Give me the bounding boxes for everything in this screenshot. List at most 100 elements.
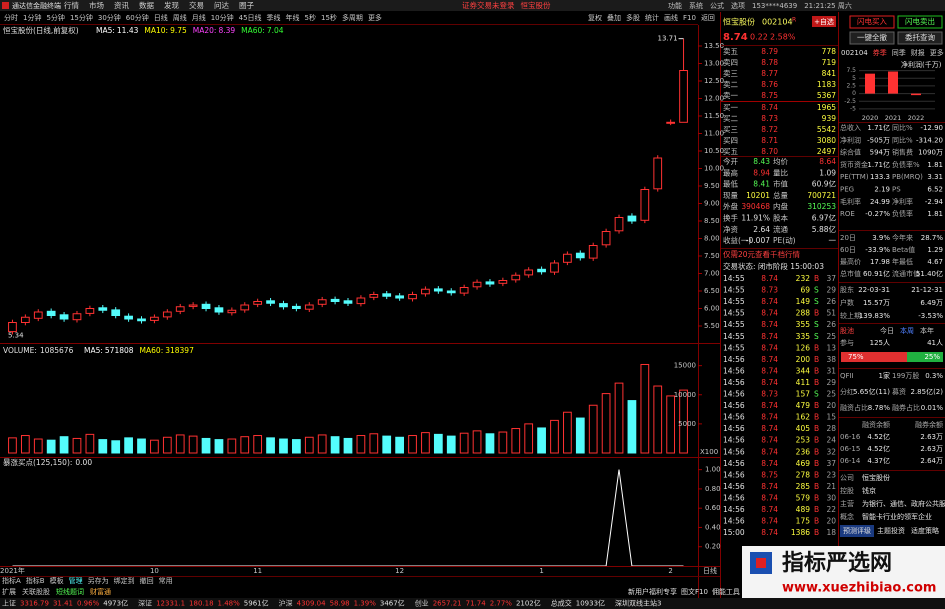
indicator-tab[interactable]: 指标A [2,576,21,585]
add-watch-button[interactable] [812,16,836,27]
menu-item[interactable]: 交易 [189,0,204,10]
fundamental-label: 负债率 [892,209,913,218]
period-tab[interactable]: 30分钟 [98,13,121,22]
volume-bar [46,439,56,454]
book-level: 买二 [723,114,738,123]
tool-button[interactable]: 叠加 [607,13,621,22]
order-query[interactable]: 委托查询 [905,32,935,42]
volume-bar [369,433,379,454]
fundamental-label: 同比% [892,123,913,132]
candle-body [188,304,198,307]
flash-buy-button[interactable] [849,15,895,29]
promo-item[interactable]: 新用户福利专享 [628,587,677,596]
indicator-tab[interactable]: 另存为 [88,576,109,585]
period-tab[interactable]: 15分钟 [70,13,93,22]
finance-link[interactable]: 适度策略 [911,526,939,535]
period-tab[interactable]: 15秒 [321,13,337,22]
extension-tab[interactable]: 扩展 [2,587,16,596]
y-tick-label: 8.00 [704,235,720,243]
period-tab[interactable]: 1分钟 [23,13,41,22]
cancel-all-button[interactable] [849,31,895,45]
period-tab[interactable]: 分时 [4,13,18,22]
index-quote: 58.98 [330,600,350,608]
y-tick-label: 10.00 [704,165,724,173]
tool-button[interactable]: 返回 [701,14,715,22]
add-watch-label[interactable]: +自选 [814,17,834,26]
flash-sell[interactable]: 闪电卖出 [905,16,935,26]
tool-button[interactable]: 画线 [664,13,678,22]
finance-link[interactable]: 预测评级 [843,526,871,535]
tool-button[interactable]: F10 [683,14,696,22]
period-tab[interactable]: 周线 [173,13,187,22]
flash-sell-button[interactable] [897,15,943,29]
period-tab[interactable]: 10分钟 [211,13,234,22]
flash-buy[interactable]: 闪电买入 [857,16,887,26]
volume-bar [162,436,172,454]
promo-item[interactable]: 图文F10 [681,587,708,596]
period-tab[interactable]: 年线 [286,13,300,22]
period-tab[interactable]: 5分钟 [46,13,64,22]
finance-tab[interactable]: 同季 [892,48,906,57]
period-tab[interactable]: 更多 [368,13,382,22]
fundamental-label: 同比% [892,135,913,144]
tick-side: B [814,436,819,445]
tick-side: B [814,459,819,468]
book-price: 8.75 [761,91,778,100]
menu-item[interactable]: 市场 [89,0,104,10]
finance-tab[interactable]: 002104 [841,49,868,57]
period-tab[interactable]: 多周期 [342,13,363,22]
indicator-tab[interactable]: 常用 [159,576,173,585]
extension-tab[interactable]: 财富通 [90,587,111,596]
indicator-tab[interactable]: 绑定到 [114,576,135,585]
finance-tab[interactable]: 更多 [930,48,944,57]
order-query-button[interactable] [897,31,943,45]
indicator-tab[interactable]: 指标B [26,576,45,585]
period-tab[interactable]: 季线 [267,13,281,22]
volume-bar [98,439,108,454]
fundamental-value: 3.31 [927,173,943,181]
period-tab[interactable]: 45日线 [239,13,262,22]
index-quote: 1.48% [218,600,241,608]
tick-count: 30 [826,493,836,502]
menu-item[interactable]: 发现 [164,0,179,10]
volume-bar [343,437,353,454]
finance-tab[interactable]: 券季 [873,48,887,57]
extension-tab[interactable]: 关联股股 [22,587,50,596]
promo-item[interactable]: 佣能工具 [712,587,740,596]
tick-price: 8.74 [761,320,778,329]
menu-item[interactable]: 行情 [64,0,79,10]
cancel-all[interactable]: 一键全撤 [857,32,887,42]
stat-label: 外盘 [723,201,738,211]
pool-tab[interactable]: 本周 [900,326,914,335]
tool-button[interactable]: 复权 [588,13,602,22]
candle-body [46,310,56,316]
fundamental-label: ROE [840,210,855,218]
extension-tab[interactable]: 短线题词 [56,587,84,596]
profile-label: 主营 [840,499,854,508]
period-tab[interactable]: 月线 [192,13,206,22]
tool-button[interactable]: 多股 [626,13,640,22]
period-tab[interactable]: 5秒 [305,13,316,22]
stat-value: 8.94 [753,168,770,177]
fundamental-value: 6.52 [927,186,943,194]
forecast-button[interactable] [840,525,874,537]
finance-link[interactable]: 主题投资 [877,526,905,535]
tick-time: 14:56 [723,470,745,479]
indicator-tab[interactable]: 管理 [69,576,83,585]
period-tab[interactable]: 60分钟 [126,13,149,22]
indicator-tab[interactable]: 模板 [50,576,64,585]
tick-count: 18 [826,528,836,537]
pool-tab[interactable]: 本年 [920,326,934,335]
menu-item[interactable]: 数据 [139,0,154,10]
period-tab[interactable]: 日线 [154,13,168,22]
stat-value: 2.64 [753,225,770,234]
performance-label: 年最低 [892,257,913,266]
promo-link[interactable]: 仅需20元查看千档行情 [723,249,801,259]
menu-item[interactable]: 圈子 [239,1,254,10]
tool-button[interactable]: 统计 [645,13,659,22]
menu-item[interactable]: 问达 [214,0,229,10]
indicator-tab[interactable]: 撤回 [140,576,154,585]
finance-tab[interactable]: 财报 [911,48,925,57]
menu-item[interactable]: 资讯 [114,0,129,10]
pool-tab[interactable]: 今日 [880,326,894,335]
